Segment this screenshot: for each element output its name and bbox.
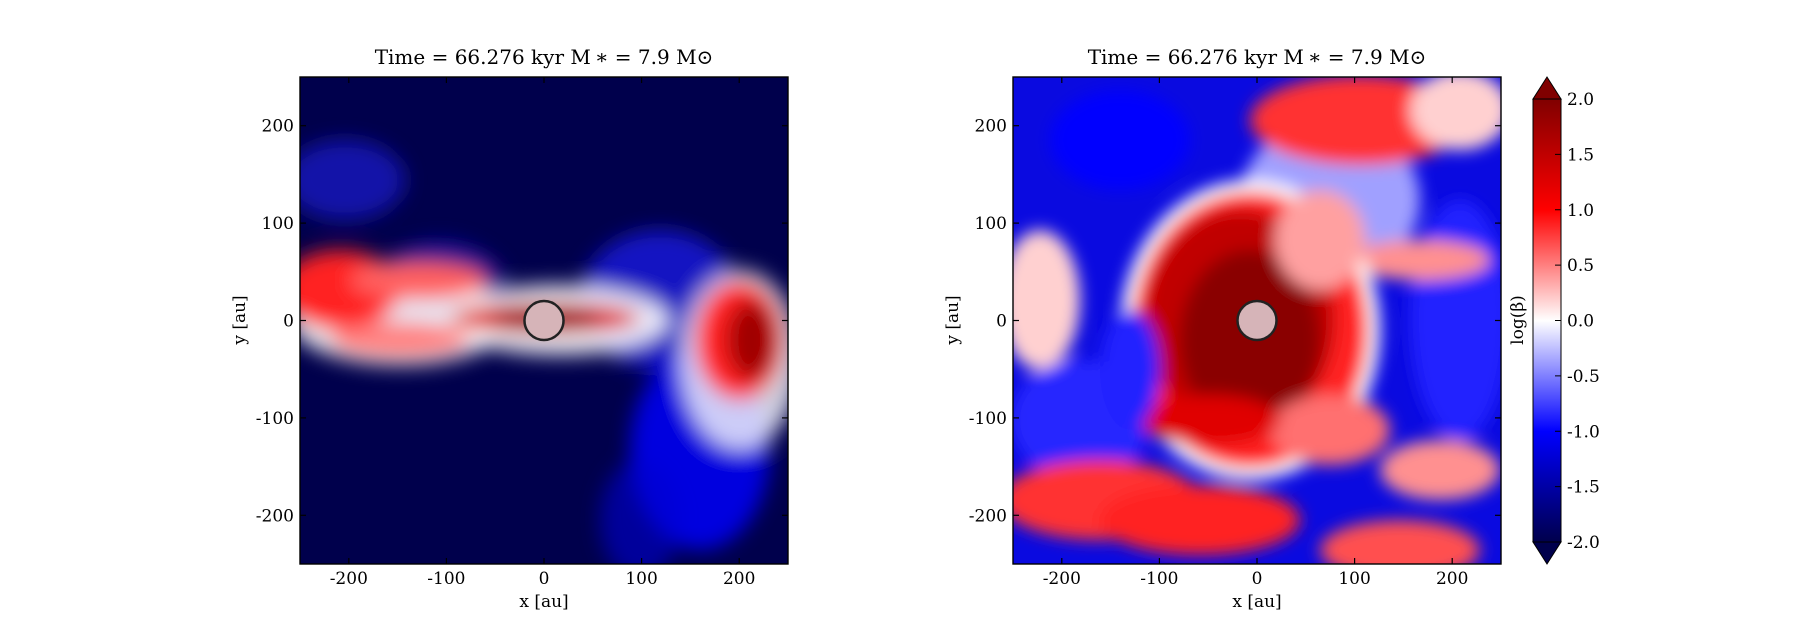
colorbar-tick-label: -2.0 [1567, 533, 1600, 553]
colorbar-tick-label: 0.5 [1567, 256, 1594, 276]
colorbar-tick-label: 1.0 [1567, 201, 1594, 221]
colorbar-tick-label: 1.5 [1567, 145, 1594, 165]
x-tick-label: -100 [1140, 569, 1178, 589]
colorbar-extend-min [1532, 541, 1562, 565]
x-tick-label: 100 [625, 569, 657, 589]
x-tick-label: 0 [1252, 569, 1263, 589]
x-tick-label: 200 [1436, 569, 1468, 589]
right-x-axis-label: x [au] [1232, 592, 1281, 612]
left-panel: Time = 66.276 kyr M ∗ = 7.9 M⊙ [230, 45, 789, 612]
left-y-axis-label: y [au] [230, 295, 250, 345]
y-tick-label: 0 [996, 312, 1007, 332]
colorbar-label: log(β) [1508, 295, 1528, 345]
left-ticks: -200 -100 0 100 200 -200 -100 0 100 200 [256, 77, 788, 589]
right-y-axis-label: y [au] [943, 295, 963, 345]
colorbar-tick-label: 0.0 [1567, 312, 1594, 332]
y-tick-label: 100 [975, 214, 1007, 234]
colorbar-tick-label: -0.5 [1567, 367, 1600, 387]
x-tick-label: 0 [539, 569, 550, 589]
y-tick-label: -200 [256, 506, 294, 526]
x-tick-label: 100 [1338, 569, 1370, 589]
right-ticks: -200 -100 0 100 200 -200 -100 0 100 200 [969, 77, 1501, 589]
y-tick-label: 100 [262, 214, 294, 234]
colorbar-tick-label: -1.5 [1567, 478, 1600, 498]
x-tick-label: -200 [330, 569, 368, 589]
left-star-marker [523, 299, 565, 342]
colorbar: 2.0 1.5 1.0 0.5 0.0 -0.5 -1.0 -1.5 -2.0 log(β) [1508, 76, 1600, 565]
x-tick-label: 200 [723, 569, 755, 589]
y-tick-label: 200 [975, 117, 1007, 137]
x-tick-label: -200 [1043, 569, 1081, 589]
y-tick-label: 200 [262, 117, 294, 137]
colorbar-tick-label: 2.0 [1567, 90, 1594, 110]
y-tick-label: 0 [283, 312, 294, 332]
y-tick-label: -100 [256, 409, 294, 429]
colorbar-extend-max [1532, 76, 1562, 100]
right-panel-title: Time = 66.276 kyr M ∗ = 7.9 M⊙ [1088, 45, 1427, 69]
x-tick-label: -100 [427, 569, 465, 589]
y-tick-label: -100 [969, 409, 1007, 429]
left-heatmap [300, 77, 788, 564]
right-panel: Time = 66.276 kyr M ∗ = 7.9 M⊙ [943, 45, 1502, 612]
colorbar-ticks: 2.0 1.5 1.0 0.5 0.0 -0.5 -1.0 -1.5 -2.0 [1555, 90, 1600, 553]
left-x-axis-label: x [au] [519, 592, 568, 612]
right-star-marker [1236, 299, 1278, 342]
y-tick-label: -200 [969, 506, 1007, 526]
left-panel-title: Time = 66.276 kyr M ∗ = 7.9 M⊙ [375, 45, 714, 69]
colorbar-tick-label: -1.0 [1567, 422, 1600, 442]
